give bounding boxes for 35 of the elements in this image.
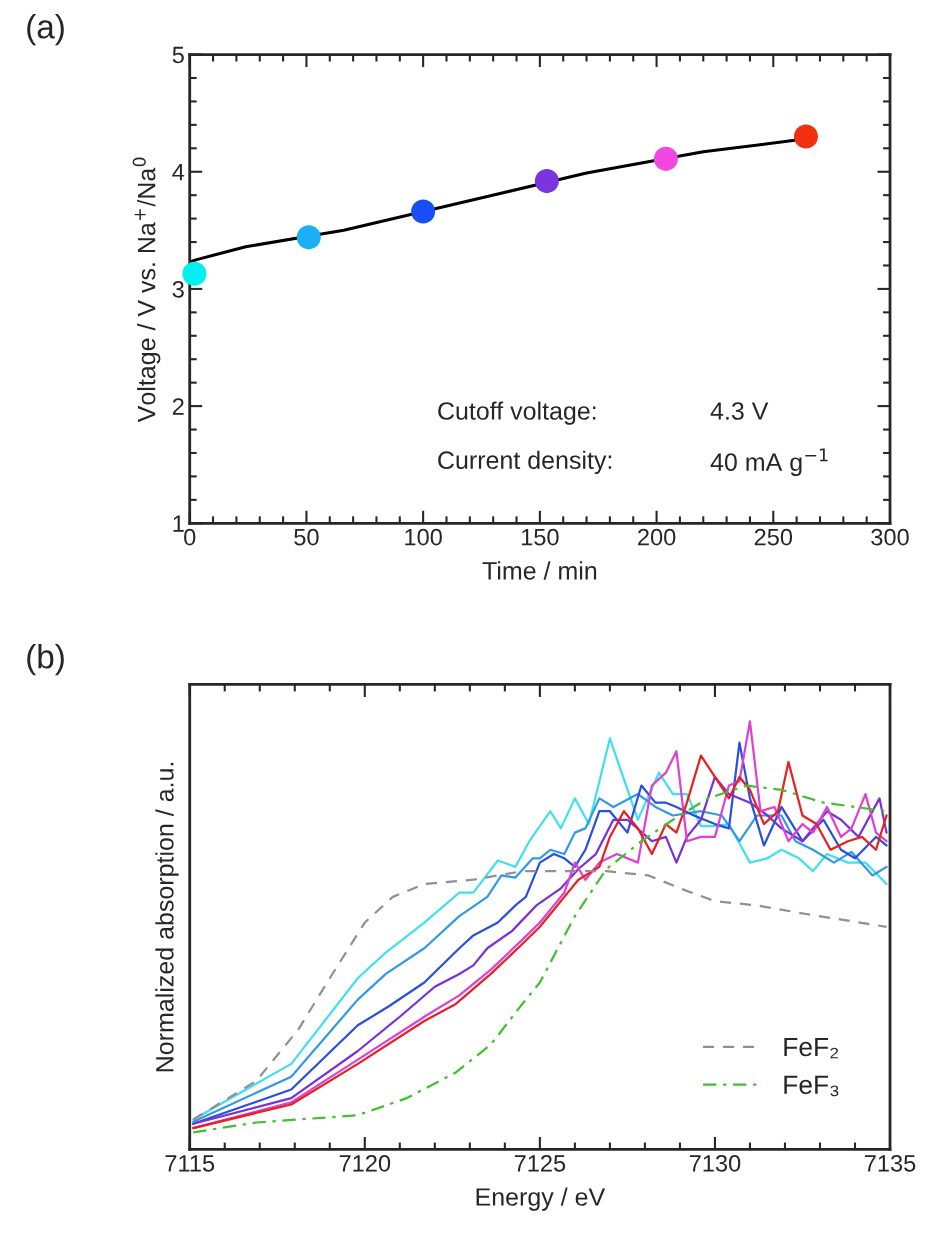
x-axis-title: Energy / eV (476, 1187, 606, 1211)
point (653, 146, 678, 171)
x-tick-label: 300 (871, 528, 909, 546)
y-tick-label: 4 (172, 164, 185, 181)
y-tick-label: 1 (173, 515, 184, 532)
x-axis-title: Time / min (482, 561, 597, 580)
point (182, 261, 207, 286)
point (296, 225, 321, 250)
y-tick-label: 3 (172, 280, 184, 298)
y-tick-label: 5 (172, 46, 184, 64)
annotation: Current density: (438, 450, 612, 474)
annotation: Cutoff voltage: (438, 401, 596, 425)
x-tick-label: 7130 (689, 1154, 741, 1172)
chart-title: (a) (27, 14, 64, 46)
x-tick-label: 0 (184, 528, 196, 546)
point (534, 169, 559, 194)
x-tick-label: 7135 (864, 1154, 916, 1172)
legend-label: FeF₃ (784, 1075, 839, 1097)
point (411, 199, 436, 224)
x-tick-label: 200 (638, 528, 676, 546)
legend-label: FeF₂ (784, 1037, 839, 1059)
x-tick-label: 7115 (165, 1155, 215, 1172)
x-tick-label: 150 (521, 528, 559, 546)
point (793, 124, 818, 149)
y-tick-label: 2 (172, 398, 184, 415)
y-axis-title: Voltage / V vs. Na$^{+}$/Na$^{0}$ (132, 157, 161, 423)
x-tick-label: 50 (294, 528, 319, 546)
x-tick-label: 100 (405, 528, 442, 546)
annotation: 40 mA g$^{−1}$ (710, 448, 828, 476)
chart-title: (b) (27, 644, 64, 676)
annotation: 4.3 V (710, 402, 769, 420)
y-axis-title: Normalized absorption / a.u. (155, 762, 179, 1072)
x-tick-label: 7120 (339, 1154, 391, 1172)
x-tick-label: 7125 (514, 1154, 566, 1172)
x-tick-label: 250 (754, 528, 793, 546)
